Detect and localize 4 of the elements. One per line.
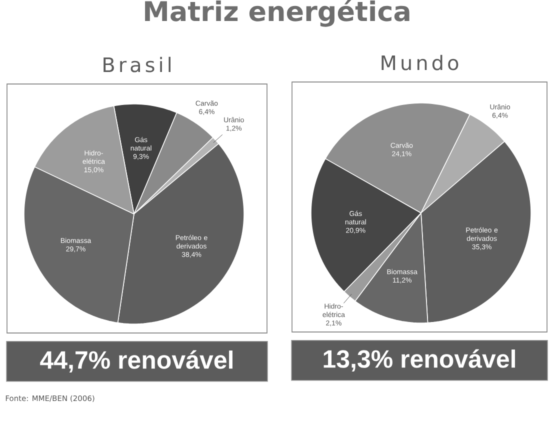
chart-title: Brasil: [104, 56, 171, 72]
text: 44,7% renovável: [40, 350, 232, 373]
chart-title: Mundo: [382, 54, 458, 70]
text: 13,3% renovável: [324, 349, 515, 372]
